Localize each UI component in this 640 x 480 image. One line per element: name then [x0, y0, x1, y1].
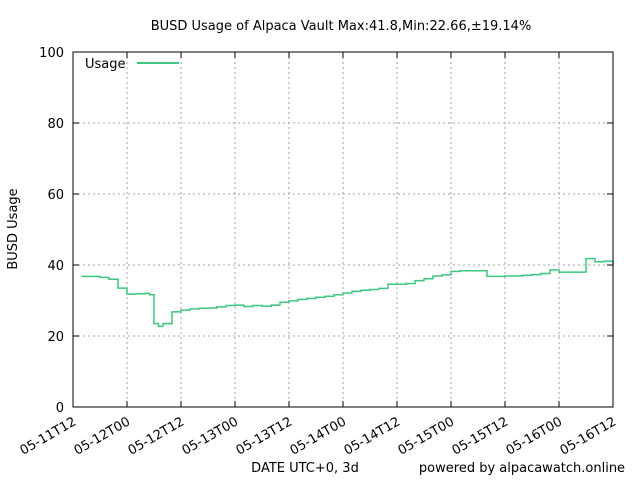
data-point	[414, 280, 416, 282]
x-tick-label: 05-13T12	[234, 414, 295, 458]
series-usage	[81, 257, 614, 328]
x-tick-label: 05-12T00	[72, 414, 133, 458]
data-point	[405, 282, 407, 285]
data-point	[459, 270, 461, 272]
data-point	[144, 292, 146, 294]
grid	[73, 52, 613, 407]
x-tick-label: 05-15T12	[450, 414, 511, 458]
x-tick-label: 05-16T12	[558, 414, 619, 458]
x-axis-ticks: 05-11T1205-12T0005-12T1205-13T0005-13T12…	[18, 52, 619, 459]
data-point	[252, 304, 254, 307]
x-axis-label: DATE UTC+0, 3d	[251, 461, 359, 476]
data-point	[216, 306, 218, 308]
data-point	[153, 323, 155, 325]
data-point	[513, 275, 515, 277]
data-point	[315, 296, 317, 298]
x-tick-label: 05-13T00	[180, 414, 241, 458]
data-point	[234, 304, 236, 306]
data-point	[162, 323, 164, 325]
data-point	[522, 274, 524, 276]
data-point	[432, 275, 434, 277]
data-point	[423, 278, 425, 280]
data-point	[333, 294, 335, 296]
x-tick-label: 05-14T12	[342, 414, 403, 458]
data-point	[378, 287, 380, 289]
data-point	[148, 294, 151, 296]
data-point	[171, 311, 173, 313]
data-point	[207, 307, 209, 309]
data-point	[396, 283, 398, 285]
data-point	[225, 304, 227, 307]
series-layer	[81, 257, 614, 328]
data-point	[504, 275, 506, 277]
data-point	[387, 283, 389, 285]
data-point	[306, 297, 308, 299]
x-tick-label: 05-16T00	[504, 414, 565, 458]
data-point	[108, 278, 110, 280]
data-point	[126, 293, 128, 295]
legend: Usage	[85, 57, 179, 72]
data-point	[189, 308, 191, 310]
data-point	[180, 309, 182, 311]
data-point	[157, 325, 160, 327]
x-tick-label: 05-14T00	[288, 414, 349, 458]
usage-line	[82, 257, 614, 328]
data-point	[576, 271, 578, 273]
data-point	[594, 261, 596, 263]
data-point	[468, 270, 470, 272]
data-point	[288, 300, 290, 302]
data-point	[477, 270, 479, 272]
credit-text: powered by alpacawatch.online	[419, 461, 625, 476]
x-tick-label: 05-15T00	[396, 414, 457, 458]
plot-frame	[72, 51, 614, 408]
data-point	[117, 287, 119, 289]
y-tick-label: 100	[39, 46, 64, 61]
data-point	[99, 276, 101, 278]
y-tick-label: 40	[47, 259, 64, 274]
chart-title: BUSD Usage of Alpaca Vault Max:41.8,Min:…	[151, 19, 532, 34]
data-point	[567, 271, 569, 273]
data-point	[486, 275, 488, 277]
data-point	[198, 307, 200, 309]
data-point	[81, 275, 83, 277]
data-point	[441, 274, 443, 276]
data-point	[540, 272, 542, 275]
y-tick-label: 20	[47, 330, 64, 345]
data-point	[243, 305, 245, 308]
data-point	[270, 304, 272, 306]
y-tick-label: 80	[47, 117, 64, 132]
data-point	[261, 305, 263, 307]
data-point	[360, 289, 362, 291]
data-point	[603, 260, 605, 262]
data-point	[279, 301, 281, 303]
data-point	[450, 270, 452, 272]
data-point	[324, 295, 326, 297]
data-point	[351, 290, 353, 292]
y-tick-label: 60	[47, 188, 64, 203]
data-point	[297, 298, 299, 300]
data-point	[585, 258, 587, 260]
data-point	[495, 275, 497, 277]
data-point	[135, 293, 137, 295]
data-point	[90, 275, 92, 277]
x-tick-label: 05-12T12	[126, 414, 187, 458]
data-point	[342, 292, 344, 294]
x-tick-label: 05-11T12	[18, 414, 79, 458]
data-point	[369, 288, 371, 291]
data-point	[531, 274, 533, 276]
legend-label-usage: Usage	[85, 57, 126, 72]
y-tick-label: 0	[56, 401, 64, 416]
y-axis-label: BUSD Usage	[6, 188, 21, 269]
data-point	[558, 271, 560, 273]
data-point	[549, 269, 551, 271]
y-axis-ticks: 0 20 40 60 80 100	[39, 46, 613, 416]
